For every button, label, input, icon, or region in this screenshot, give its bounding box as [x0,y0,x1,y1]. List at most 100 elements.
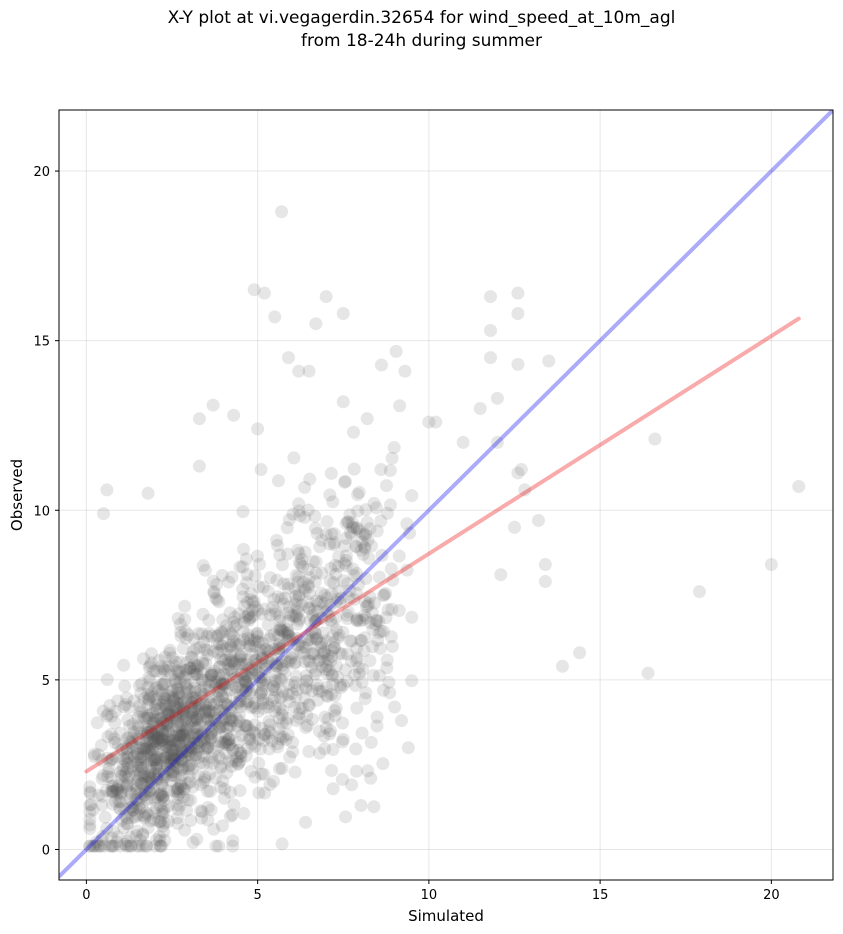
data-point [264,629,278,643]
data-point [382,675,396,689]
data-point [239,719,253,733]
data-point [153,736,167,750]
data-point [325,764,339,778]
data-point [314,595,328,609]
data-point [379,479,393,493]
data-point [137,778,151,792]
data-point [329,595,343,609]
data-point [173,675,187,689]
data-point [201,741,215,755]
data-point [195,690,209,704]
data-point [222,701,236,715]
data-point [233,694,247,708]
data-point [163,762,177,776]
data-point [299,680,313,694]
data-point [136,769,150,783]
data-point [178,723,192,737]
data-point [124,800,138,814]
data-point [181,745,195,759]
data-point [155,804,169,818]
data-point [241,628,255,642]
data-point [362,597,376,611]
data-point [120,691,134,705]
data-point [350,614,364,628]
data-point [163,736,177,750]
data-point [315,533,329,547]
data-point [198,642,212,656]
data-point [95,789,109,803]
data-point [335,735,349,749]
data-point [194,804,208,818]
data-point [156,698,170,712]
data-point [352,577,366,591]
data-point [162,707,176,721]
data-point [113,787,127,801]
data-point [334,680,348,694]
data-point [222,733,236,747]
data-point [177,728,191,742]
data-point [281,626,295,640]
data-point [138,711,152,725]
data-point [164,749,178,763]
data-point [380,506,394,520]
data-point [212,694,226,708]
data-point [318,710,332,724]
data-point [196,607,210,621]
data-point [388,700,402,714]
data-point [255,676,269,690]
data-point [183,740,197,754]
data-point [197,732,211,746]
data-point [300,709,314,723]
data-point [132,839,146,853]
data-point [328,709,342,723]
data-point [161,724,175,738]
data-point [222,653,236,667]
data-point [157,751,171,765]
data-point [306,647,320,661]
data-point [321,652,335,666]
data-point [250,627,264,641]
data-point [358,608,372,622]
data-point [105,839,119,853]
data-point [208,675,222,689]
data-points [83,205,806,853]
data-point [286,632,300,646]
data-point [359,600,373,614]
data-point [138,766,152,780]
data-point [91,839,105,853]
data-point [219,733,233,747]
data-point [301,595,315,609]
data-point [148,753,162,767]
data-point [281,626,295,640]
data-point [542,354,556,368]
data-point [210,593,224,607]
data-point [221,721,235,735]
data-point [154,814,168,828]
data-point [376,589,390,603]
data-point [298,641,312,655]
data-point [162,740,176,754]
data-point [142,769,156,783]
data-point [184,749,198,763]
data-point [149,664,163,678]
data-point [180,722,194,736]
data-point [141,680,155,694]
data-point [224,626,238,640]
data-point [155,807,169,821]
data-point [301,578,315,592]
data-point [131,763,145,777]
data-point [350,651,364,665]
data-point [116,752,130,766]
data-point [196,655,210,669]
data-point [258,786,272,800]
data-point [212,703,226,717]
data-point [195,627,209,641]
data-point [190,659,204,673]
data-point [171,735,185,749]
data-point [302,637,316,651]
data-point [538,574,552,588]
data-point [288,765,302,779]
data-point [266,680,280,694]
data-point [123,719,137,733]
data-point [320,659,334,673]
